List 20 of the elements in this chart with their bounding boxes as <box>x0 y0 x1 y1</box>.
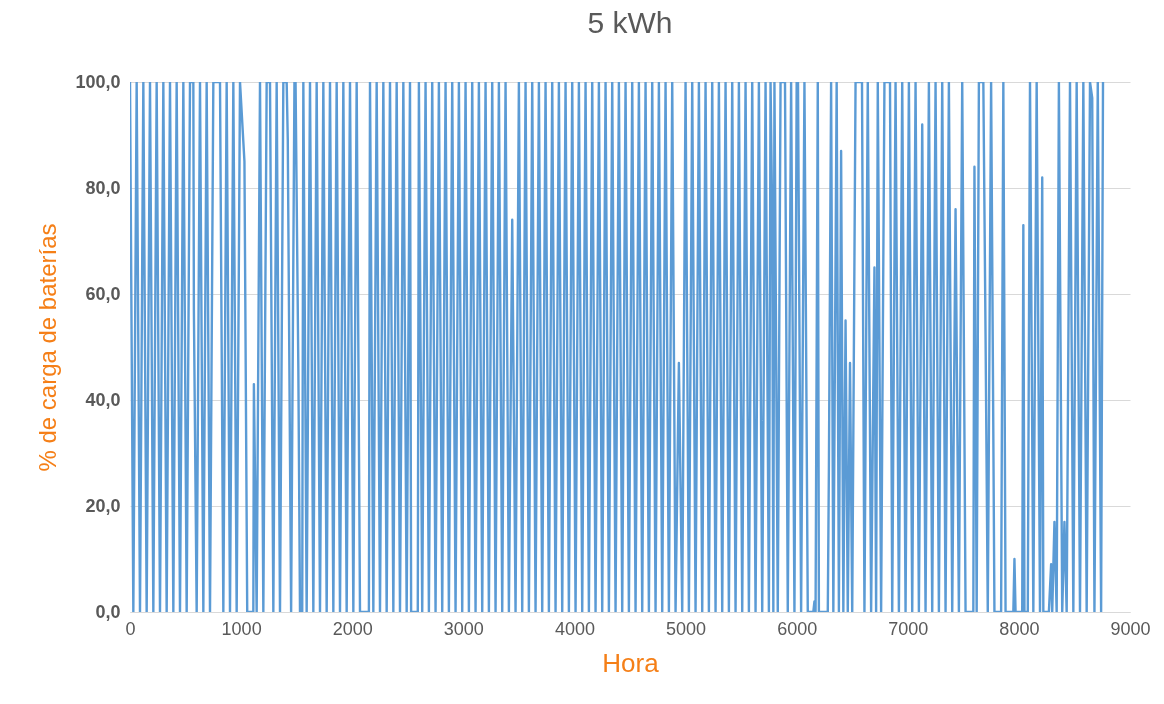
x-tick-label: 5000 <box>666 618 707 639</box>
line-series <box>130 82 1105 612</box>
x-tick-label: 4000 <box>554 618 595 639</box>
chart-title: 5 kWh <box>587 6 673 39</box>
y-tick-label: 0,0 <box>95 601 121 622</box>
y-tick-label: 80,0 <box>85 177 121 198</box>
y-tick-label: 40,0 <box>85 389 121 410</box>
x-tick-label: 2000 <box>332 618 373 639</box>
x-tick-label: 8000 <box>999 618 1040 639</box>
y-axis-title: % de carga de baterías <box>34 223 62 472</box>
x-tick-label: 7000 <box>888 618 929 639</box>
y-tick-label: 60,0 <box>85 283 121 304</box>
y-tick-label: 20,0 <box>85 495 121 516</box>
x-tick-label: 1000 <box>221 618 262 639</box>
x-tick-label: 0 <box>125 618 136 639</box>
x-tick-label: 6000 <box>777 618 818 639</box>
x-tick-label: 3000 <box>443 618 484 639</box>
y-tick-label: 100,0 <box>75 71 121 92</box>
x-axis-title: Hora <box>602 647 660 678</box>
x-tick-label: 9000 <box>1110 618 1151 639</box>
